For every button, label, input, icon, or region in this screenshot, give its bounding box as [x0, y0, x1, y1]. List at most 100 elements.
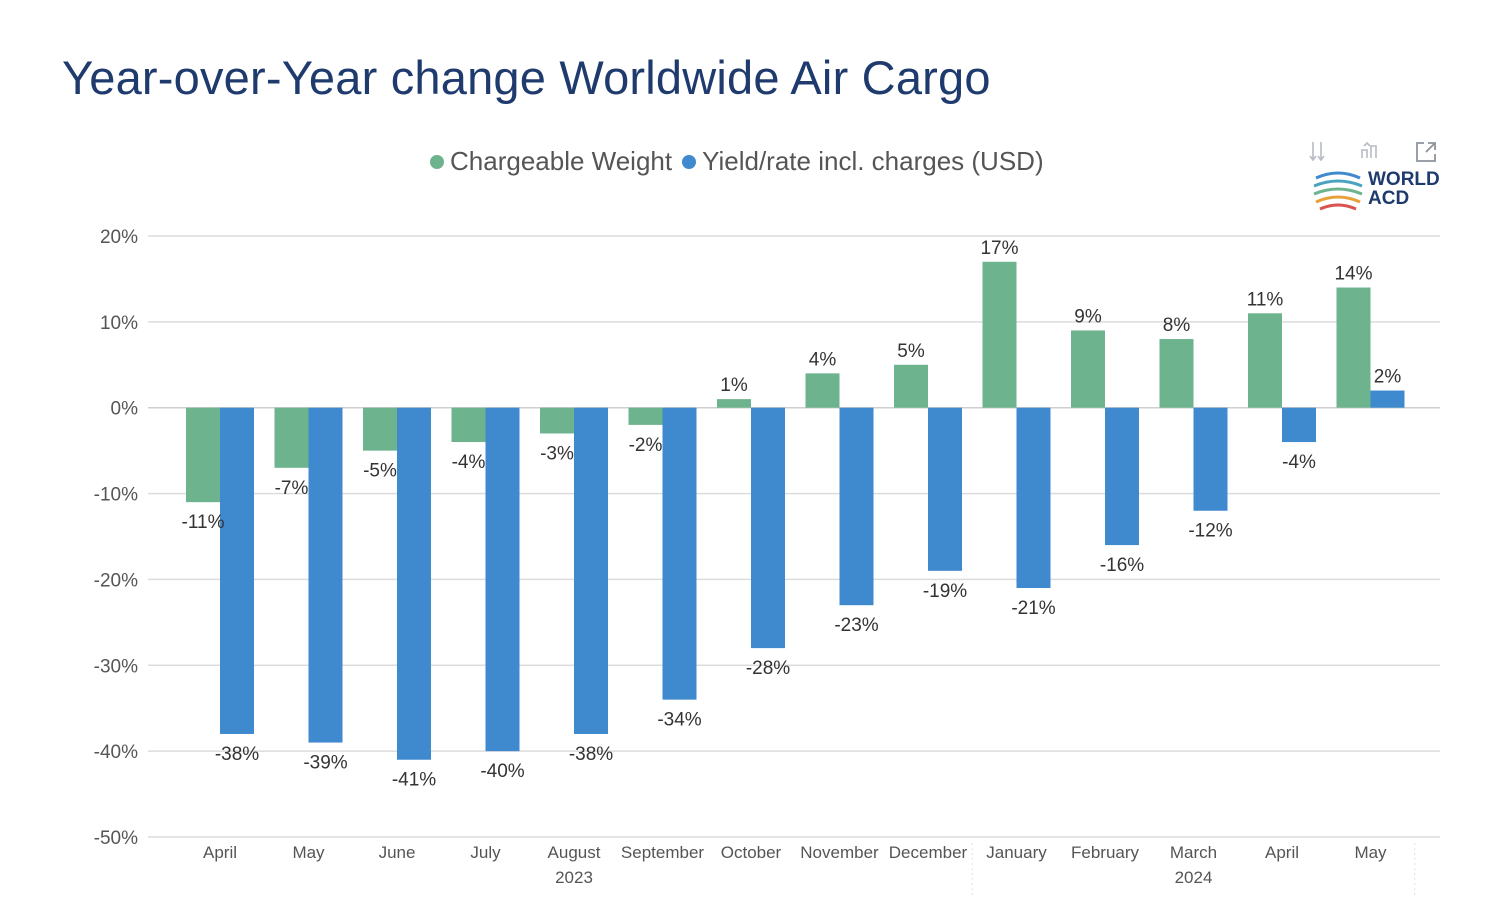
- data-label: -12%: [1188, 521, 1232, 542]
- x-tick-label: July: [470, 843, 501, 862]
- bar-yield-rate[interactable]: [839, 407, 874, 606]
- x-tick-label: May: [1354, 843, 1387, 862]
- bar-yield-rate[interactable]: [220, 407, 254, 734]
- bar-chargeable-weight[interactable]: [982, 261, 1017, 408]
- year-group-label: 2024: [1175, 868, 1213, 887]
- bar-chargeable-weight[interactable]: [1248, 313, 1282, 408]
- data-label: -21%: [1011, 598, 1055, 619]
- logo-line-1: WORLD: [1368, 169, 1440, 190]
- year-group-label: 2023: [555, 868, 593, 887]
- data-label: -23%: [834, 615, 878, 636]
- chart-toolbar: [1308, 140, 1438, 170]
- bar-chargeable-weight[interactable]: [363, 407, 397, 451]
- bar-yield-rate[interactable]: [662, 407, 697, 700]
- bar-chargeable-weight[interactable]: [1159, 339, 1194, 408]
- legend-item-chargeable-weight[interactable]: Chargeable Weight: [430, 146, 672, 177]
- bars: [186, 261, 1405, 760]
- data-label: -7%: [275, 478, 309, 499]
- x-tick-label: November: [800, 843, 879, 862]
- logo-line-2: ACD: [1368, 188, 1410, 209]
- axis-labels: 20% 10% 0% -10% -20% -30% -40% -50% April May June…: [94, 227, 1416, 895]
- legend-dot-icon: [682, 154, 697, 169]
- data-label: 14%: [1334, 264, 1372, 285]
- legend-label: Yield/rate incl. charges (USD): [702, 146, 1044, 176]
- y-tick-label: -10%: [94, 485, 138, 506]
- data-label: -34%: [657, 710, 701, 731]
- expand-icon[interactable]: [1414, 140, 1438, 170]
- x-tick-label: May: [292, 843, 325, 862]
- download-icon[interactable]: [1308, 140, 1334, 172]
- bar-chargeable-weight[interactable]: [1071, 330, 1105, 408]
- data-label: -16%: [1100, 555, 1144, 576]
- data-labels: -11% -38% -7% -39% -5% -41% -4% -40% -3% -38% -2% -…: [182, 238, 1402, 791]
- data-label: 8%: [1163, 315, 1191, 336]
- bar-chargeable-weight[interactable]: [628, 407, 663, 425]
- x-tick-label: April: [203, 843, 237, 862]
- data-label: -5%: [363, 461, 397, 482]
- data-label: -2%: [629, 435, 663, 456]
- bar-chargeable-weight[interactable]: [540, 407, 574, 434]
- legend-label: Chargeable Weight: [450, 146, 673, 176]
- data-label: -11%: [182, 512, 225, 533]
- bar-chargeable-weight[interactable]: [805, 373, 840, 408]
- data-label: 1%: [720, 375, 748, 396]
- legend-item-yield-rate[interactable]: Yield/rate incl. charges (USD): [682, 146, 1044, 177]
- x-tick-label: September: [621, 843, 704, 862]
- data-label: -28%: [746, 658, 790, 679]
- bar-yield-rate[interactable]: [397, 407, 431, 760]
- data-label: 11%: [1247, 289, 1284, 310]
- bar-yield-rate[interactable]: [1105, 407, 1139, 546]
- bar-yield-rate[interactable]: [574, 407, 608, 734]
- x-tick-label: February: [1071, 843, 1140, 862]
- bar-yield-rate[interactable]: [485, 407, 520, 752]
- bar-yield-rate[interactable]: [1193, 407, 1228, 511]
- page-title: Year-over-Year change Worldwide Air Carg…: [62, 51, 991, 104]
- x-tick-label: June: [379, 843, 416, 862]
- x-tick-label: October: [721, 843, 782, 862]
- bar-chargeable-weight[interactable]: [1336, 287, 1371, 408]
- x-tick-label: April: [1265, 843, 1299, 862]
- data-label: 17%: [980, 238, 1018, 259]
- data-label: -19%: [923, 581, 967, 602]
- world-acd-logo: WORLD ACD: [1312, 166, 1452, 216]
- legend-dot-icon: [430, 154, 444, 169]
- bar-yield-rate[interactable]: [928, 407, 962, 571]
- data-label: 2%: [1374, 367, 1402, 388]
- bar-chargeable-weight[interactable]: [186, 407, 220, 503]
- data-label: 4%: [809, 349, 837, 370]
- globe-icon: [1313, 171, 1363, 211]
- bar-yield-rate[interactable]: [1370, 390, 1405, 408]
- y-tick-label: -30%: [94, 656, 138, 677]
- logo-text: WORLD ACD: [1368, 170, 1440, 208]
- bar-yield-rate[interactable]: [751, 407, 785, 649]
- bar-chargeable-weight[interactable]: [451, 407, 486, 443]
- y-tick-label: -50%: [94, 828, 138, 849]
- bar-chargeable-weight[interactable]: [717, 399, 751, 408]
- data-label: -41%: [392, 770, 436, 791]
- bar-yield-rate[interactable]: [1282, 407, 1316, 443]
- data-label: -39%: [303, 753, 347, 774]
- bar-chargeable-weight[interactable]: [274, 407, 309, 468]
- bar-chargeable-weight[interactable]: [894, 364, 928, 408]
- y-tick-label: 0%: [111, 399, 139, 420]
- data-label: 5%: [897, 341, 925, 362]
- chart-legend: Chargeable Weight Yield/rate incl. charg…: [430, 146, 1054, 177]
- data-label: 9%: [1074, 306, 1102, 327]
- x-tick-label: December: [889, 843, 968, 862]
- x-tick-label: January: [986, 843, 1047, 862]
- y-tick-label: 20%: [100, 227, 138, 248]
- data-label: -4%: [1282, 452, 1316, 473]
- bar-yield-rate[interactable]: [308, 407, 343, 743]
- data-label: -38%: [215, 744, 259, 765]
- y-tick-label: -20%: [94, 570, 138, 591]
- x-tick-label: August: [548, 843, 601, 862]
- bar-yield-rate[interactable]: [1016, 407, 1051, 589]
- data-label: -4%: [452, 452, 486, 473]
- data-label: -3%: [540, 443, 574, 464]
- data-label: -38%: [569, 744, 613, 765]
- data-label: -40%: [480, 761, 524, 782]
- filter-icon[interactable]: [1358, 140, 1380, 168]
- x-tick-label: March: [1170, 843, 1217, 862]
- y-tick-label: -40%: [94, 742, 138, 763]
